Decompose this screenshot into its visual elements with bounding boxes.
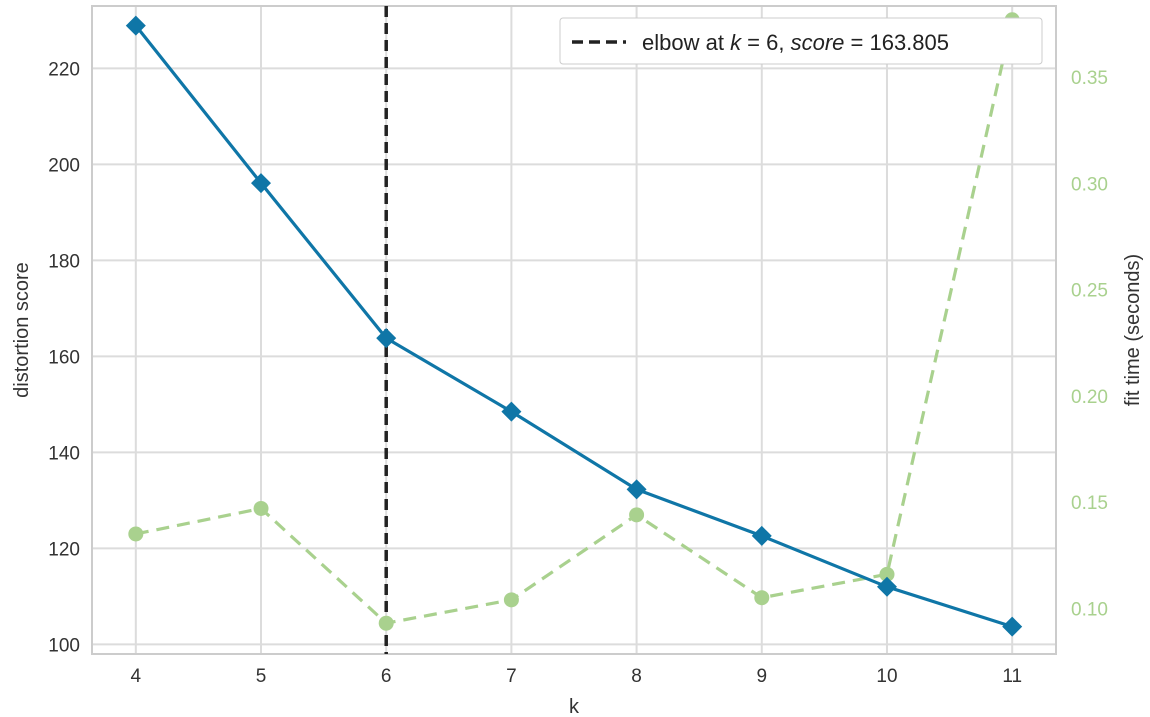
y-tick-label: 220 <box>48 59 80 80</box>
fit-time-point <box>879 566 895 582</box>
y-tick-label: 100 <box>48 635 80 656</box>
x-axis-label: k <box>569 696 580 717</box>
y2-tick-label: 0.15 <box>1071 493 1108 514</box>
y-tick-label: 180 <box>48 251 80 272</box>
distortion-point <box>626 479 647 500</box>
y-axis-ticks: 100 120 140 160 180 200 220 <box>48 59 80 656</box>
y2-tick-label: 0.25 <box>1071 281 1108 302</box>
legend-k-part: = 6, <box>741 30 791 55</box>
x-axis-ticks: 4 5 6 7 8 9 10 11 <box>131 666 1023 687</box>
legend-text-prefix: elbow at <box>642 30 730 55</box>
series-layer <box>125 12 1023 637</box>
y-axis-label: distortion score <box>11 262 33 398</box>
fit-time-line <box>135 19 1014 625</box>
fit-time-point <box>754 590 770 606</box>
fit-time-point <box>378 615 394 631</box>
x-tick-label: 11 <box>1002 666 1022 687</box>
plot-area <box>92 6 1056 654</box>
x-tick-label: 6 <box>381 666 392 687</box>
x-tick-label: 10 <box>876 666 897 687</box>
legend-score-symbol: score <box>791 30 845 55</box>
distortion-point <box>501 401 522 422</box>
grid <box>92 6 1056 654</box>
legend: elbow at k = 6, score = 163.805 <box>559 17 1043 65</box>
y2-tick-label: 0.20 <box>1071 387 1108 408</box>
fit-time-point <box>128 526 144 542</box>
legend-box <box>559 17 1043 65</box>
y-tick-label: 140 <box>48 443 80 464</box>
distortion-point <box>125 15 146 36</box>
x-tick-label: 9 <box>757 666 768 687</box>
y2-tick-label: 0.10 <box>1071 599 1108 620</box>
y-tick-label: 200 <box>48 155 80 176</box>
distortion-point <box>751 525 772 546</box>
x-tick-label: 5 <box>256 666 267 687</box>
distortion-line <box>134 24 1013 629</box>
y2-tick-label: 0.30 <box>1071 174 1108 195</box>
distortion-point <box>251 173 272 194</box>
y-tick-label: 160 <box>48 347 80 368</box>
distortion-point <box>1002 616 1023 637</box>
legend-k-symbol: k <box>730 30 742 55</box>
y2-tick-label: 0.35 <box>1071 68 1108 89</box>
legend-label: elbow at k = 6, score = 163.805 <box>642 30 949 55</box>
distortion-point <box>376 328 397 349</box>
y2-axis-ticks: 0.10 0.15 0.20 0.25 0.30 0.35 <box>1071 68 1108 620</box>
x-tick-label: 8 <box>631 666 642 687</box>
legend-score-part: = 163.805 <box>844 30 949 55</box>
x-tick-label: 4 <box>131 666 142 687</box>
plot-frame <box>91 5 1057 655</box>
y-tick-label: 120 <box>48 539 80 560</box>
x-tick-label: 7 <box>506 666 517 687</box>
fit-time-point <box>629 507 645 523</box>
distortion-point <box>876 576 897 597</box>
y2-axis-label: fit time (seconds) <box>1122 254 1144 406</box>
fit-time-point <box>253 500 269 516</box>
fit-time-point <box>503 592 519 608</box>
